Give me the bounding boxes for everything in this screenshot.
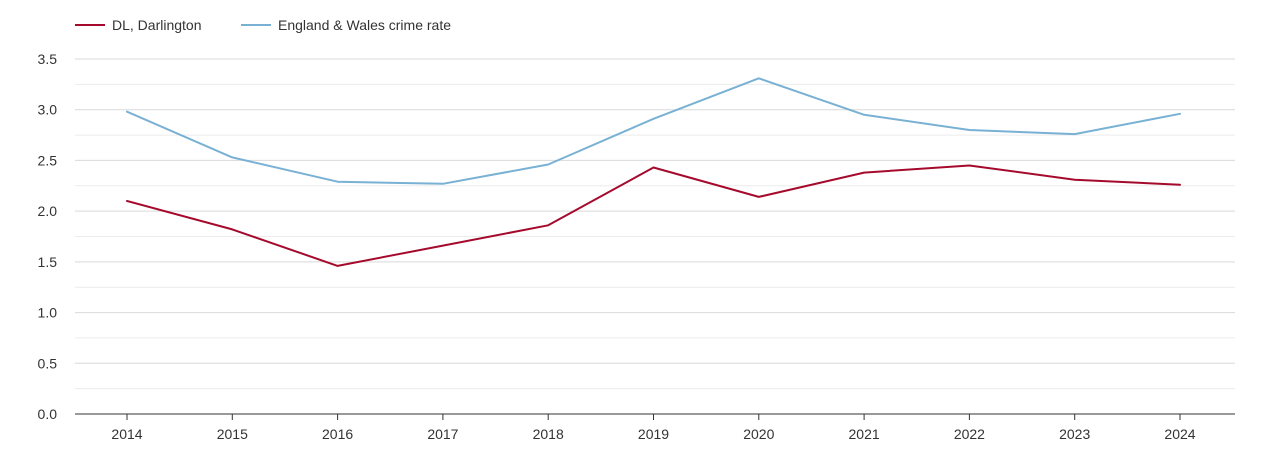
data-point-england-wales[interactable] bbox=[335, 179, 341, 185]
y-tick-label: 0.5 bbox=[38, 355, 58, 371]
data-point-darlington[interactable] bbox=[545, 222, 551, 228]
data-point-england-wales[interactable] bbox=[440, 181, 446, 187]
x-tick-label: 2015 bbox=[217, 426, 248, 442]
y-tick-label: 2.0 bbox=[38, 203, 58, 219]
x-tick-label: 2014 bbox=[111, 426, 142, 442]
data-point-england-wales[interactable] bbox=[1177, 111, 1183, 117]
data-point-england-wales[interactable] bbox=[966, 127, 972, 133]
series-lines bbox=[124, 75, 1183, 269]
data-point-england-wales[interactable] bbox=[756, 75, 762, 81]
x-tick-label: 2019 bbox=[638, 426, 669, 442]
y-tick-label: 0.0 bbox=[38, 406, 58, 422]
data-point-england-wales[interactable] bbox=[229, 154, 235, 160]
y-tick-label: 1.0 bbox=[38, 305, 58, 321]
data-point-darlington[interactable] bbox=[229, 226, 235, 232]
x-tick-label: 2020 bbox=[743, 426, 774, 442]
data-point-england-wales[interactable] bbox=[861, 112, 867, 118]
data-point-darlington[interactable] bbox=[440, 243, 446, 249]
series-line-darlington[interactable] bbox=[126, 164, 1181, 267]
y-tick-label: 3.0 bbox=[38, 102, 58, 118]
data-point-england-wales[interactable] bbox=[124, 109, 130, 115]
data-point-darlington[interactable] bbox=[756, 194, 762, 200]
data-point-england-wales[interactable] bbox=[1072, 131, 1078, 137]
legend-item-darlington[interactable]: DL, Darlington bbox=[75, 17, 202, 33]
legend-item-england-wales[interactable]: England & Wales crime rate bbox=[241, 17, 451, 33]
x-axis: 2014 2015 2016 2017 2018 2019 2020 2021 2022 2023… bbox=[75, 413, 1235, 442]
data-point-darlington[interactable] bbox=[651, 165, 657, 171]
y-tick-label: 2.5 bbox=[38, 152, 58, 168]
legend: DL, Darlington England & Wales crime rat… bbox=[75, 17, 451, 33]
y-axis: 0.0 0.5 1.0 1.5 2.0 2.5 3.0 3.5 bbox=[38, 51, 58, 422]
data-point-england-wales[interactable] bbox=[545, 162, 551, 168]
x-tick-label: 2016 bbox=[322, 426, 353, 442]
y-tick-label: 1.5 bbox=[38, 254, 58, 270]
x-tick-label: 2021 bbox=[849, 426, 880, 442]
data-point-darlington[interactable] bbox=[335, 263, 341, 269]
data-point-darlington[interactable] bbox=[861, 170, 867, 176]
legend-label-darlington: DL, Darlington bbox=[112, 17, 202, 33]
data-point-darlington[interactable] bbox=[1072, 177, 1078, 183]
data-point-darlington[interactable] bbox=[966, 163, 972, 169]
data-point-england-wales[interactable] bbox=[651, 116, 657, 122]
gridlines bbox=[75, 58, 1235, 390]
x-tick-label: 2024 bbox=[1164, 426, 1195, 442]
x-tick-label: 2017 bbox=[427, 426, 458, 442]
legend-label-england-wales: England & Wales crime rate bbox=[278, 17, 451, 33]
data-point-darlington[interactable] bbox=[1177, 182, 1183, 188]
data-point-darlington[interactable] bbox=[124, 198, 130, 204]
x-tick-label: 2022 bbox=[954, 426, 985, 442]
x-tick-label: 2023 bbox=[1059, 426, 1090, 442]
x-tick-label: 2018 bbox=[533, 426, 564, 442]
series-line-england-wales[interactable] bbox=[126, 77, 1181, 185]
y-tick-label: 3.5 bbox=[38, 51, 58, 67]
